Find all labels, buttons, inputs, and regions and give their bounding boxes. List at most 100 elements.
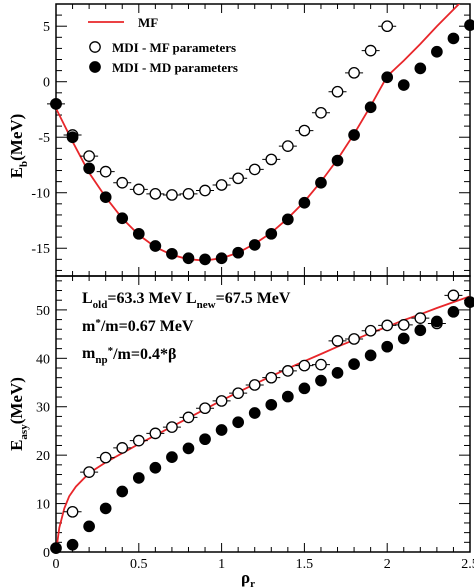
bottom-filled-point bbox=[166, 451, 178, 463]
top-filled-point bbox=[464, 19, 474, 31]
bottom-filled-point bbox=[381, 340, 394, 353]
x-label-main: ρ bbox=[241, 568, 250, 587]
top-filled-point bbox=[50, 98, 62, 110]
bottom-open-point bbox=[397, 319, 410, 331]
top-filled-point bbox=[66, 131, 79, 144]
bottom-y-axis-title: Easy(MeV) bbox=[7, 377, 30, 451]
bottom-open-point bbox=[149, 427, 162, 440]
top-filled-point bbox=[132, 227, 145, 240]
top-filled-point bbox=[381, 71, 394, 84]
bottom-panel: 0 10 20 30 40 50 0 0.5 1 1.5 2 2.5 Easy(MeV) ρr Lol… bbox=[7, 275, 474, 587]
bottom-open-point bbox=[298, 359, 311, 372]
bottom-filled-point bbox=[66, 538, 79, 551]
bottom-x-tick-label: 2 bbox=[384, 557, 391, 572]
top-panel: 5 0 -5 -10 -15 Eb(MeV) MF MDI - MF parameter… bbox=[7, 3, 474, 277]
bottom-open-point bbox=[265, 371, 278, 384]
top-open-point bbox=[215, 179, 228, 191]
top-filled-point bbox=[166, 247, 178, 260]
bottom-filled-point bbox=[116, 485, 129, 498]
top-open-point bbox=[348, 66, 360, 79]
top-filled-point bbox=[265, 227, 278, 240]
top-open-point bbox=[199, 184, 211, 197]
bottom-open-point bbox=[199, 402, 211, 415]
bottom-filled-point bbox=[215, 424, 228, 436]
legend-open-circle-marker bbox=[89, 41, 101, 53]
bottom-open-point bbox=[215, 395, 228, 407]
bottom-filled-point bbox=[315, 374, 327, 387]
top-filled-point bbox=[364, 101, 377, 114]
bottom-open-point bbox=[414, 312, 427, 324]
bottom-filled-point bbox=[50, 542, 62, 554]
top-open-point bbox=[99, 165, 112, 178]
top-filled-point bbox=[414, 62, 427, 75]
bottom-x-tick-label: 2.5 bbox=[461, 557, 474, 572]
bottom-open-point bbox=[281, 365, 294, 377]
top-y-tick-label: 5 bbox=[43, 20, 50, 35]
top-filled-point bbox=[331, 154, 344, 167]
top-y-tick-label: -5 bbox=[38, 131, 50, 146]
bottom-filled-point bbox=[265, 398, 278, 411]
annotation-part: =67.5 MeV bbox=[216, 290, 291, 307]
top-y-axis-title: Eb(MeV) bbox=[7, 114, 30, 179]
bottom-y-tick-label: 40 bbox=[36, 352, 50, 367]
bottom-filled-point bbox=[298, 382, 311, 395]
top-open-point bbox=[265, 153, 278, 166]
top-open-point bbox=[132, 183, 145, 196]
bottom-open-point bbox=[248, 379, 261, 391]
bottom-y-label-unit: (MeV) bbox=[7, 377, 26, 424]
legend: MF MDI - MF parameters MDI - MD paramete… bbox=[88, 15, 238, 75]
annotation-line-3: mnp*/m=0.4*β bbox=[82, 345, 176, 366]
top-open-point bbox=[166, 189, 178, 201]
bottom-axis-ticks: 0 10 20 30 40 50 0 0.5 1 1.5 2 2.5 bbox=[36, 276, 474, 572]
top-open-point bbox=[232, 172, 245, 185]
top-filled-point bbox=[116, 212, 129, 225]
bottom-open-point bbox=[315, 358, 327, 371]
bottom-filled-point bbox=[414, 324, 427, 337]
bottom-open-point bbox=[381, 319, 394, 332]
bottom-filled-point bbox=[364, 349, 377, 362]
top-filled-point bbox=[447, 32, 460, 45]
bottom-x-tick-label: 0 bbox=[53, 557, 60, 572]
top-y-label-main: E bbox=[7, 167, 26, 178]
bottom-open-point bbox=[232, 387, 245, 400]
annotation-part: L bbox=[82, 290, 93, 307]
bottom-filled-point bbox=[83, 520, 95, 533]
top-filled-point bbox=[348, 129, 360, 141]
top-open-point bbox=[364, 44, 377, 57]
top-open-point bbox=[149, 187, 162, 200]
bottom-open-point bbox=[182, 411, 195, 424]
top-y-label-unit: (MeV) bbox=[7, 114, 26, 161]
top-open-point bbox=[83, 150, 95, 162]
bottom-filled-point bbox=[348, 358, 360, 370]
top-open-point bbox=[298, 124, 311, 137]
bottom-y-tick-label: 10 bbox=[36, 498, 50, 513]
bottom-x-tick-label: 1 bbox=[218, 557, 225, 572]
top-y-label-sub: b bbox=[18, 161, 30, 167]
annotation-part: np bbox=[95, 354, 107, 366]
top-open-point bbox=[248, 163, 261, 176]
bottom-open-point bbox=[447, 289, 460, 302]
bottom-open-point bbox=[83, 466, 95, 478]
top-filled-point bbox=[281, 213, 294, 226]
top-y-tick-label: 0 bbox=[43, 76, 50, 91]
bottom-y-label-sub: asy bbox=[18, 424, 30, 440]
annotation-part: * bbox=[108, 345, 114, 357]
annotation-part: =63.3 MeV L bbox=[107, 290, 196, 307]
bottom-y-tick-label: 30 bbox=[36, 401, 50, 416]
bottom-filled-point bbox=[199, 433, 211, 446]
top-filled-point bbox=[83, 162, 95, 175]
bottom-filled-point bbox=[132, 472, 145, 484]
bottom-filled-point bbox=[248, 407, 261, 419]
top-open-point bbox=[116, 176, 129, 189]
bottom-plot-frame bbox=[55, 275, 471, 553]
bottom-filled-point bbox=[431, 315, 443, 328]
top-filled-point bbox=[397, 79, 410, 91]
annotation-part: m bbox=[82, 318, 96, 335]
bottom-filled-point bbox=[464, 296, 474, 308]
bottom-open-point bbox=[348, 333, 360, 345]
bottom-open-point bbox=[116, 442, 129, 454]
top-filled-point bbox=[315, 176, 327, 189]
legend-mdi-mf-label: MDI - MF parameters bbox=[112, 40, 236, 55]
